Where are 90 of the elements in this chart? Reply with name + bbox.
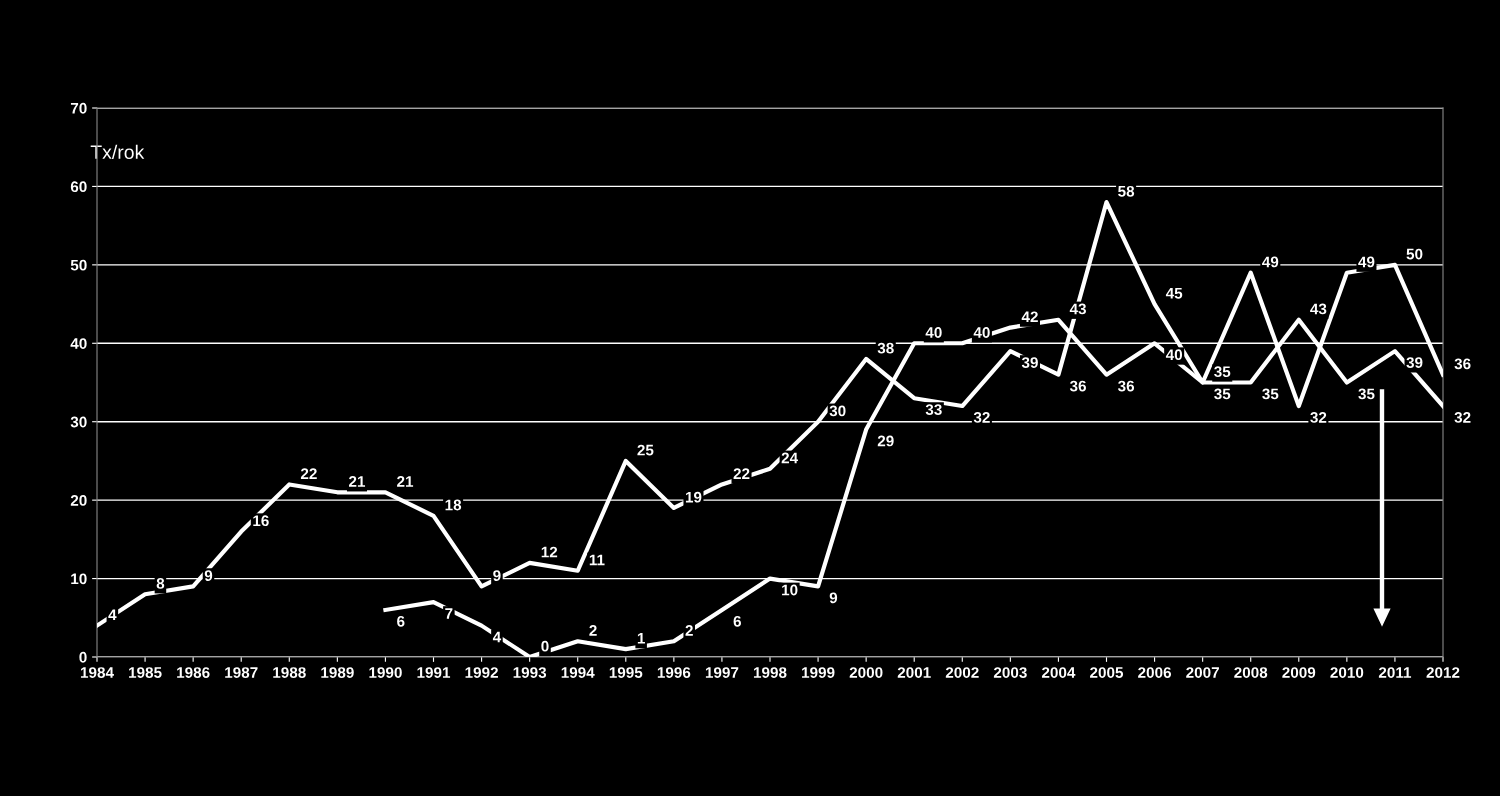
data-label: 49 — [1358, 256, 1375, 268]
data-label: 50 — [1406, 248, 1423, 260]
x-tick-label: 1991 — [417, 667, 451, 678]
data-label: 22 — [733, 468, 750, 479]
data-label: 6 — [733, 615, 741, 627]
data-label: 2 — [589, 625, 597, 636]
data-label: 9 — [829, 592, 838, 604]
x-tick-label: 2006 — [1138, 667, 1172, 678]
x-tick-label: 1994 — [561, 667, 595, 678]
y-tick-label: 60 — [70, 181, 87, 193]
y-tick-label: 0 — [79, 651, 87, 663]
data-label: 21 — [397, 476, 414, 487]
x-tick-label: 1996 — [657, 667, 691, 678]
data-label: 45 — [1165, 288, 1183, 299]
x-tick-label: 1993 — [513, 667, 547, 678]
data-label: 32 — [1310, 412, 1327, 423]
x-tick-label: 1989 — [321, 667, 354, 678]
data-label: 18 — [445, 499, 462, 511]
x-tick-label: 2003 — [993, 667, 1027, 678]
data-label: 30 — [829, 405, 846, 417]
data-label: 7 — [445, 608, 453, 619]
data-label: 0 — [541, 640, 549, 652]
x-tick-label: 2009 — [1282, 667, 1316, 678]
x-tick-label: 1992 — [465, 667, 498, 678]
x-tick-label: 2004 — [1041, 667, 1076, 678]
x-tick-label: 1986 — [177, 667, 210, 678]
data-label: 32 — [1454, 412, 1471, 423]
data-label: 29 — [877, 435, 894, 447]
x-tick-label: 1998 — [753, 667, 787, 678]
x-tick-label: 2002 — [945, 667, 979, 678]
data-label: 35 — [1262, 388, 1279, 400]
x-tick-label: 2005 — [1090, 667, 1124, 678]
x-tick-label: 2007 — [1186, 667, 1219, 678]
x-tick-label: 1988 — [273, 667, 306, 678]
data-label: 12 — [541, 546, 558, 558]
data-label: 35 — [1214, 366, 1231, 378]
data-label: 43 — [1069, 303, 1086, 315]
data-label: 32 — [973, 412, 990, 423]
data-label: 36 — [1069, 380, 1086, 392]
data-label: 39 — [1021, 357, 1038, 368]
data-label: 40 — [1165, 349, 1183, 361]
x-tick-label: 1990 — [369, 667, 402, 678]
data-label: 8 — [156, 578, 165, 589]
data-label: 22 — [300, 468, 317, 479]
data-label: 6 — [397, 615, 405, 627]
data-label: 24 — [781, 452, 799, 464]
data-label: 4 — [108, 609, 117, 621]
x-tick-label: 2008 — [1234, 667, 1268, 678]
y-tick-label: 40 — [70, 338, 87, 349]
data-label: 9 — [204, 570, 213, 582]
data-label: 49 — [1262, 256, 1279, 268]
x-tick-label: 1997 — [705, 667, 739, 678]
data-label: 11 — [589, 554, 605, 566]
x-tick-label: 1987 — [225, 667, 258, 678]
data-label: 16 — [253, 515, 269, 527]
x-tick-label: 1999 — [802, 667, 835, 678]
x-tick-label: 2010 — [1330, 667, 1364, 678]
x-tick-label: 1985 — [129, 667, 162, 678]
y-tick-label: 30 — [70, 416, 87, 428]
data-label: 38 — [877, 342, 894, 354]
y-axis-title: Tx/rok — [90, 144, 145, 160]
data-label: 33 — [925, 404, 942, 416]
x-tick-label: 2000 — [849, 667, 883, 678]
data-label: 39 — [1406, 357, 1423, 368]
data-label: 42 — [1021, 311, 1038, 323]
data-label: 10 — [782, 584, 798, 596]
x-tick-label: 2012 — [1426, 667, 1460, 678]
data-label: 2 — [685, 625, 693, 636]
data-label: 40 — [973, 327, 990, 338]
data-label: 35 — [1214, 388, 1231, 400]
data-label: 40 — [925, 327, 942, 338]
data-label: 21 — [349, 476, 366, 487]
y-tick-label: 10 — [71, 573, 87, 585]
y-tick-label: 20 — [70, 495, 87, 506]
data-label: 1 — [637, 633, 645, 644]
x-tick-label: 1995 — [609, 667, 643, 678]
data-label: 9 — [493, 570, 501, 582]
data-label: 36 — [1454, 358, 1471, 370]
data-label: 19 — [685, 491, 702, 503]
data-label: 35 — [1358, 388, 1375, 400]
x-tick-label: 1984 — [80, 667, 114, 678]
data-label: 58 — [1118, 185, 1135, 197]
data-label: 43 — [1310, 303, 1327, 315]
data-label: 4 — [492, 631, 502, 643]
x-tick-label: 2011 — [1378, 667, 1412, 678]
y-tick-label: 50 — [70, 259, 87, 271]
data-label: 25 — [637, 444, 654, 456]
x-tick-label: 2001 — [897, 667, 931, 678]
data-label: 36 — [1117, 380, 1135, 392]
y-tick-label: 70 — [70, 102, 87, 114]
